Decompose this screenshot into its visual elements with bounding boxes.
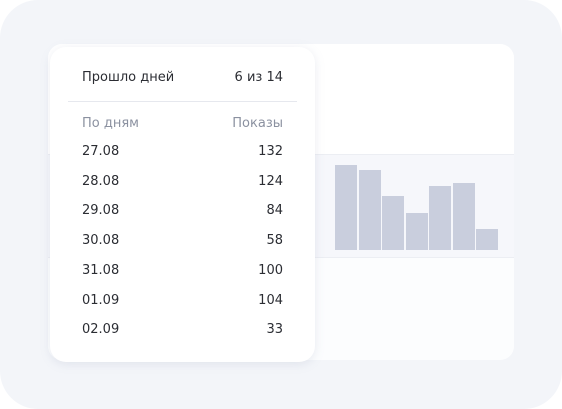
table-row: 31.08 100 [82, 261, 283, 281]
table-row: 02.09 33 [82, 320, 283, 340]
chart-bar-28.08[interactable] [358, 170, 381, 250]
row-impressions: 132 [258, 144, 283, 159]
row-day: 30.08 [82, 233, 120, 248]
row-day: 29.08 [82, 203, 120, 218]
row-impressions: 33 [266, 322, 283, 337]
table-row: 28.08 124 [82, 172, 283, 192]
chart-bar-01.09[interactable] [452, 183, 475, 250]
table-row: 27.08 132 [82, 142, 283, 162]
chart-bar-27.08[interactable] [335, 165, 357, 250]
table-row: 01.09 104 [82, 291, 283, 311]
row-day: 28.08 [82, 174, 120, 189]
chart-bar-31.08[interactable] [429, 186, 451, 250]
chart-bar-29.08[interactable] [382, 196, 404, 250]
row-impressions: 124 [258, 174, 283, 189]
table-row: 29.08 84 [82, 201, 283, 221]
impressions-bar-chart[interactable] [335, 160, 499, 250]
elapsed-days-row: Прошло дней 6 из 14 [82, 68, 283, 88]
column-header-impressions: Показы [232, 116, 283, 131]
chart-bar-30.08[interactable] [405, 213, 428, 250]
divider [68, 101, 297, 102]
impressions-tooltip: Прошло дней 6 из 14 По дням Показы 27.08… [50, 47, 315, 362]
column-header-day: По дням [82, 116, 139, 131]
row-day: 01.09 [82, 293, 120, 308]
column-headers: По дням Показы [82, 114, 283, 134]
row-impressions: 84 [266, 203, 283, 218]
elapsed-days-value: 6 из 14 [234, 70, 283, 85]
row-impressions: 100 [258, 263, 283, 278]
chart-bar-02.09[interactable] [476, 229, 498, 250]
row-day: 27.08 [82, 144, 120, 159]
elapsed-days-label: Прошло дней [82, 70, 175, 85]
row-impressions: 104 [258, 293, 283, 308]
row-impressions: 58 [266, 233, 283, 248]
row-day: 31.08 [82, 263, 120, 278]
table-row: 30.08 58 [82, 231, 283, 251]
row-day: 02.09 [82, 322, 120, 337]
